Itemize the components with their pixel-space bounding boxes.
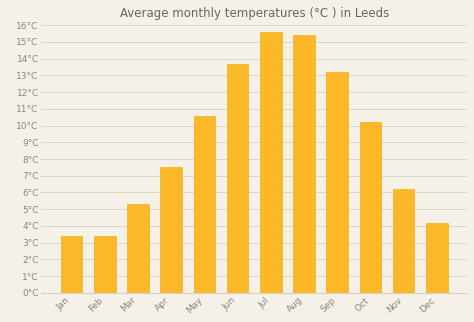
- Bar: [360, 122, 381, 293]
- Bar: [127, 204, 149, 293]
- Bar: [227, 64, 248, 293]
- Bar: [260, 32, 282, 293]
- Bar: [293, 35, 315, 293]
- Bar: [194, 116, 215, 293]
- Bar: [160, 167, 182, 293]
- Bar: [327, 72, 348, 293]
- Title: Average monthly temperatures (°C ) in Leeds: Average monthly temperatures (°C ) in Le…: [119, 7, 389, 20]
- Bar: [61, 236, 82, 293]
- Bar: [426, 223, 448, 293]
- Bar: [393, 189, 414, 293]
- Bar: [94, 236, 116, 293]
